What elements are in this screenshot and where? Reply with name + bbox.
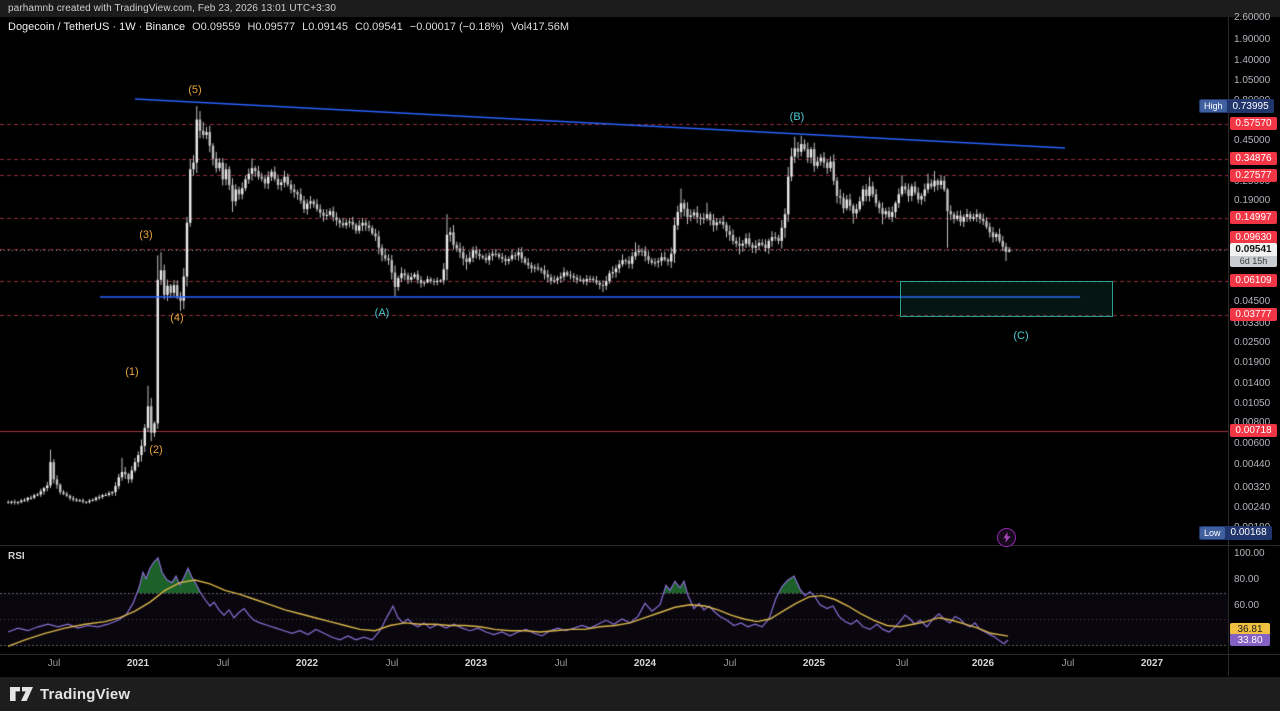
time-tick-label: 2027	[1140, 658, 1164, 669]
time-tick-label: Jul	[216, 658, 230, 669]
symbol-title[interactable]: Dogecoin / TetherUS · 1W · Binance	[8, 21, 186, 33]
current-price-value: 0.09541	[1230, 242, 1277, 256]
current-price-badge: 0.09541 6d 15h	[1230, 242, 1277, 267]
wave-label-4[interactable]: (4)	[170, 312, 184, 324]
price-tick-label: 2.60000	[1234, 11, 1271, 23]
wave-label-5[interactable]: (5)	[188, 84, 202, 96]
time-tick-label: 2026	[971, 658, 995, 669]
wave-label-C[interactable]: (C)	[1013, 330, 1029, 342]
time-tick-label: Jul	[385, 658, 399, 669]
ohlc-close: C0.09541	[355, 21, 403, 33]
time-tick-label: 2023	[464, 658, 488, 669]
pane-separator[interactable]	[0, 545, 1280, 546]
time-tick-label: Jul	[1061, 658, 1075, 669]
high-price-badge: High 0.73995	[1199, 99, 1274, 113]
footer-bar: TradingView	[0, 677, 1280, 711]
price-tick-label: 0.00240	[1234, 501, 1271, 513]
projection-box-drawing[interactable]	[900, 280, 1113, 317]
time-axis-separator	[0, 654, 1280, 655]
wave-label-3[interactable]: (3)	[139, 229, 153, 241]
price-level-badge: 0.00718	[1230, 424, 1277, 438]
price-level-badge: 0.14997	[1230, 211, 1277, 225]
rsi-chart-canvas[interactable]	[0, 546, 1228, 654]
price-level-badge: 0.06109	[1230, 274, 1277, 288]
price-tick-label: 0.01050	[1234, 398, 1271, 410]
price-tick-label: 0.01900	[1234, 356, 1271, 368]
rsi-line-badge: 33.80	[1230, 634, 1270, 646]
rsi-indicator-label[interactable]: RSI	[8, 551, 25, 562]
wave-label-B[interactable]: (B)	[789, 111, 805, 123]
high-price-badge-word: High	[1200, 100, 1227, 112]
time-tick-label: 2024	[633, 658, 657, 669]
tradingview-logo-icon	[10, 687, 33, 701]
attribution-text: parhamnb created with TradingView.com, F…	[8, 3, 336, 14]
time-tick-label: 2022	[295, 658, 319, 669]
symbol-legend[interactable]: Dogecoin / TetherUS · 1W · Binance O0.09…	[8, 21, 569, 33]
price-level-badge: 0.57570	[1230, 117, 1277, 131]
wave-label-1[interactable]: (1)	[125, 366, 139, 378]
low-price-badge-word: Low	[1200, 526, 1225, 539]
price-tick-label: 0.00320	[1234, 481, 1271, 493]
time-tick-label: 2025	[802, 658, 826, 669]
price-tick-label: 0.03300	[1234, 318, 1271, 330]
price-tick-label: 0.00600	[1234, 437, 1271, 449]
lightning-icon	[1002, 532, 1011, 543]
price-level-badge: 0.03777	[1230, 308, 1277, 322]
rsi-tick-label: 60.00	[1234, 600, 1260, 611]
price-tick-label: 0.00800	[1234, 417, 1271, 429]
bar-countdown: 6d 15h	[1230, 255, 1277, 267]
rsi-tick-label: 80.00	[1234, 574, 1260, 585]
wave-label-2[interactable]: (2)	[149, 444, 163, 456]
price-tick-label: 0.45000	[1234, 134, 1271, 146]
rsi-ma-badge: 36.81	[1230, 623, 1270, 635]
tradingview-logo[interactable]: TradingView	[10, 686, 130, 703]
price-tick-label: 0.00440	[1234, 459, 1271, 471]
wave-label-A[interactable]: (A)	[374, 307, 390, 319]
time-tick-label: Jul	[554, 658, 568, 669]
low-price-badge: Low 0.00168	[1199, 525, 1272, 540]
price-level-badge: 0.27577	[1230, 168, 1277, 182]
price-tick-label: 0.19000	[1234, 195, 1271, 207]
low-price-badge-value: 0.00168	[1230, 527, 1267, 539]
price-tick-label: 1.05000	[1234, 75, 1271, 87]
volume-value: Vol417.56M	[510, 21, 570, 33]
time-tick-label: Jul	[723, 658, 737, 669]
price-tick-label: 1.90000	[1234, 33, 1271, 45]
attribution-bar: parhamnb created with TradingView.com, F…	[0, 0, 1280, 17]
price-tick-label: 0.04500	[1234, 296, 1271, 308]
price-level-badge: 0.09630	[1230, 230, 1277, 244]
ohlc-low: L0.09145	[302, 21, 349, 33]
price-tick-label: 1.40000	[1234, 55, 1271, 67]
price-axis-border	[1228, 17, 1229, 676]
price-level-badge: 0.34876	[1230, 152, 1277, 166]
tradingview-brand-text[interactable]: TradingView	[40, 685, 131, 703]
change-value: −0.00017 (−0.18%)	[409, 21, 504, 33]
time-tick-label: Jul	[895, 658, 909, 669]
rsi-tick-label: 100.00	[1234, 548, 1265, 559]
time-tick-label: 2021	[126, 658, 150, 669]
boost-button[interactable]	[997, 528, 1016, 547]
price-tick-label: 0.01400	[1234, 378, 1271, 390]
high-price-badge-value: 0.73995	[1232, 100, 1269, 112]
time-tick-label: Jul	[47, 658, 61, 669]
ohlc-open: O0.09559	[192, 21, 241, 33]
price-tick-label: 0.02500	[1234, 337, 1271, 349]
ohlc-high: H0.09577	[247, 21, 296, 33]
